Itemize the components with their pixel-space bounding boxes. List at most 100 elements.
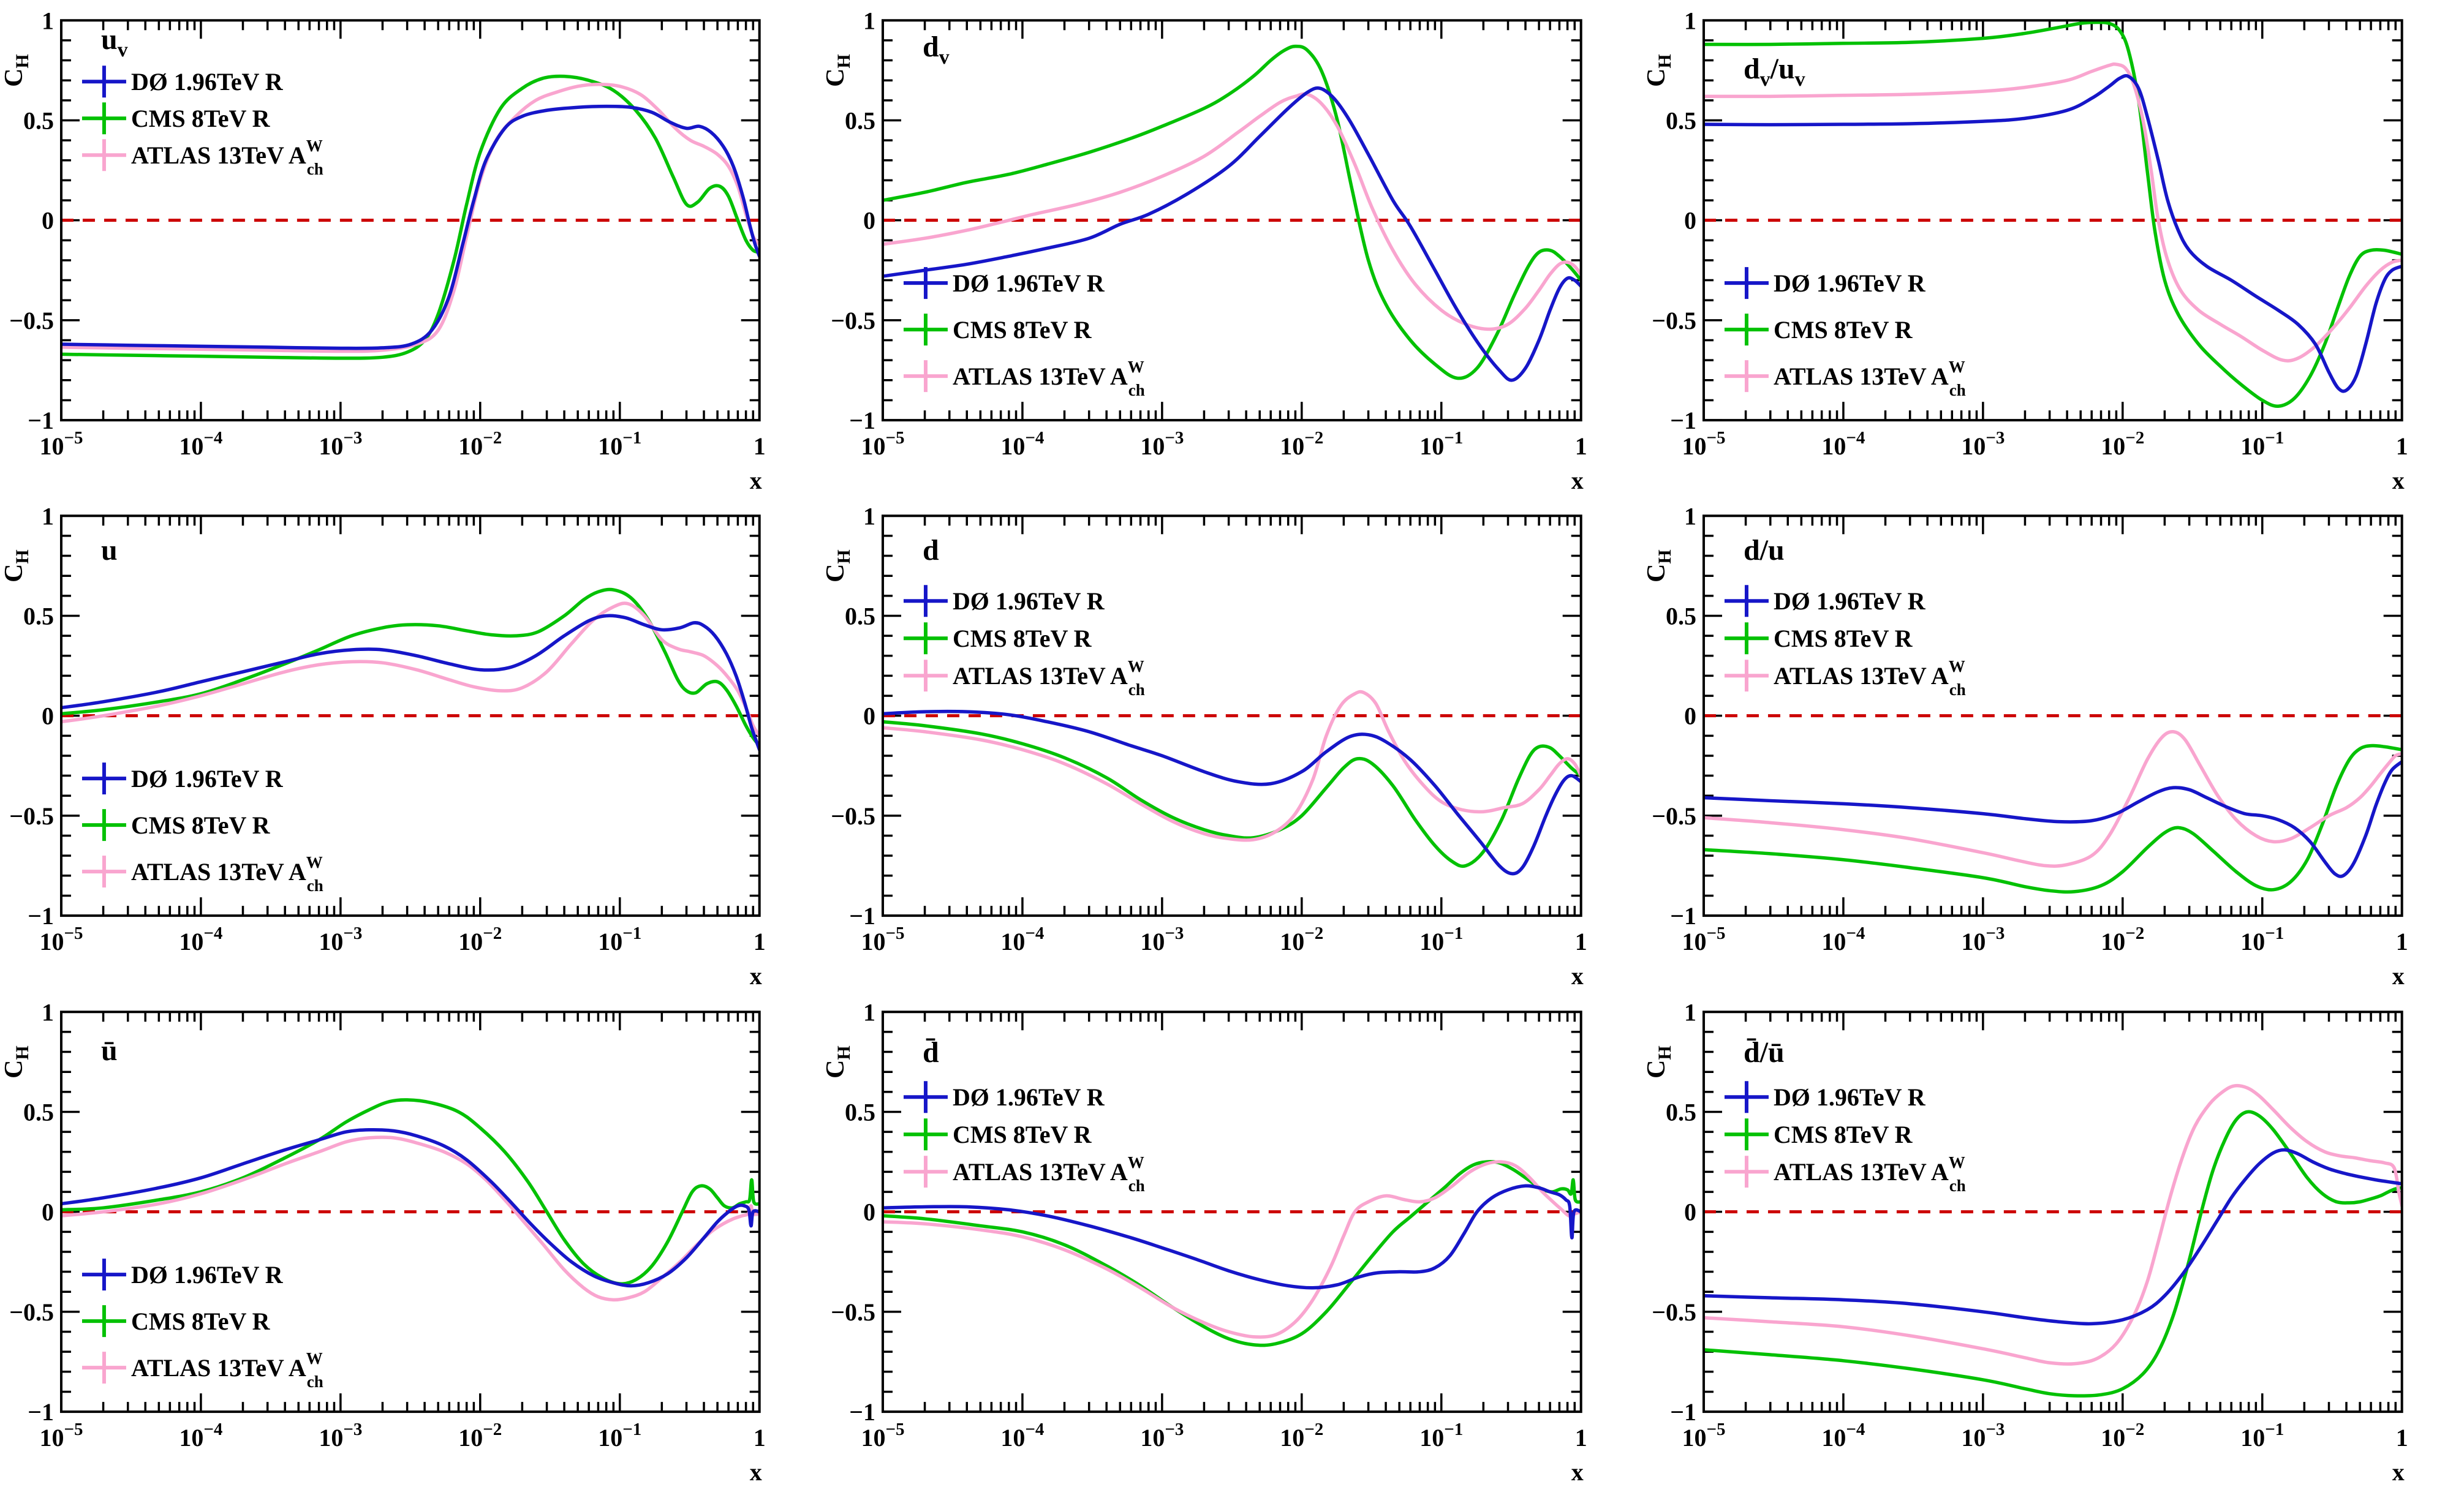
svg-text:0: 0 xyxy=(42,702,54,730)
legend-item-atlas: ATLAS 13TeV AW ch xyxy=(81,137,323,178)
x-axis-labels: 10−5 10−4 10−3 10−2 10−1 1 xyxy=(1682,1420,2408,1451)
svg-text:10−2: 10−2 xyxy=(1280,924,1323,955)
svg-text:−0.5: −0.5 xyxy=(1652,802,1697,830)
svg-text:0.5: 0.5 xyxy=(23,107,54,134)
chart-svg-7: 10−5 10−4 10−3 10−2 10−1 1 x −1 −0.5 0 0.5 1 CH ū DØ 1… xyxy=(0,998,766,1486)
svg-text:−0.5: −0.5 xyxy=(1652,307,1697,334)
svg-text:0.5: 0.5 xyxy=(23,1098,54,1126)
svg-text:10−3: 10−3 xyxy=(319,1420,362,1451)
svg-text:0: 0 xyxy=(1684,1198,1696,1225)
svg-text:−0.5: −0.5 xyxy=(1652,1298,1697,1326)
legend-item-cms: CMS 8TeV R xyxy=(903,314,1092,346)
svg-text:0: 0 xyxy=(42,1198,54,1225)
legend-label-atlas: ATLAS 13TeV AW ch xyxy=(953,658,1145,699)
legend-item-atlas: ATLAS 13TeV AW ch xyxy=(1725,1153,1966,1195)
svg-text:1: 1 xyxy=(42,998,54,1026)
chart-svg-6: 10−5 10−4 10−3 10−2 10−1 1 x −1 −0.5 0 0.5 1 CH d/u DØ… xyxy=(1642,503,2408,990)
curve-atlas xyxy=(882,92,1581,331)
svg-text:1: 1 xyxy=(1684,7,1696,34)
x-axis-labels: 10−5 10−4 10−3 10−2 10−1 1 xyxy=(1682,428,2408,460)
svg-text:10−4: 10−4 xyxy=(1822,924,1865,955)
curve-atlas xyxy=(882,690,1581,842)
curve-d0 xyxy=(882,86,1581,382)
legend-marker-atlas xyxy=(903,1155,948,1188)
svg-text:−1: −1 xyxy=(1671,1398,1697,1426)
x-axis-title: x xyxy=(750,962,762,990)
svg-text:−1: −1 xyxy=(1671,407,1697,434)
svg-text:0: 0 xyxy=(1684,207,1696,235)
svg-text:0: 0 xyxy=(863,1198,875,1225)
legend-item-cms: CMS 8TeV R xyxy=(1725,314,1913,346)
svg-text:10−1: 10−1 xyxy=(598,428,641,460)
svg-text:1: 1 xyxy=(42,503,54,530)
chart-svg-8: 10−5 10−4 10−3 10−2 10−1 1 x −1 −0.5 0 0.5 1 CH d̄ DØ … xyxy=(822,998,1587,1486)
x-axis-labels: 10−5 10−4 10−3 10−2 10−1 1 xyxy=(39,924,765,955)
legend-marker-cms xyxy=(903,1118,948,1150)
chart-svg-4: 10−5 10−4 10−3 10−2 10−1 1 x −1 −0.5 0 0.5 1 CH u DØ 1… xyxy=(0,503,766,990)
curve-atlas xyxy=(61,601,760,738)
legend-marker-atlas xyxy=(903,360,948,393)
legend-label-d0: DØ 1.96TeV R xyxy=(1774,269,1926,297)
svg-text:10−2: 10−2 xyxy=(2101,428,2145,460)
svg-text:10−3: 10−3 xyxy=(319,924,362,955)
y-axis-labels: −1 −0.5 0 0.5 1 xyxy=(1652,7,1697,434)
svg-text:10−4: 10−4 xyxy=(1000,924,1044,955)
x-axis-title: x xyxy=(1571,962,1583,990)
legend-label-cms: CMS 8TeV R xyxy=(1774,1121,1913,1148)
svg-text:1: 1 xyxy=(1574,1424,1587,1451)
legend-marker-d0 xyxy=(81,66,126,98)
y-axis-labels: −1 −0.5 0 0.5 1 xyxy=(831,7,875,434)
panel-title: uv​ xyxy=(101,23,128,61)
plot-frame xyxy=(1703,1010,2403,1413)
legend-label-d0: DØ 1.96TeV R xyxy=(131,68,284,96)
svg-text:1: 1 xyxy=(1574,928,1587,955)
plot-frame xyxy=(881,514,1582,917)
legend-label-d0: DØ 1.96TeV R xyxy=(131,765,284,792)
y-axis-title: CH xyxy=(0,54,32,87)
legend-item-cms: CMS 8TeV R xyxy=(1725,622,1913,655)
svg-text:10−2: 10−2 xyxy=(1280,1420,1323,1451)
svg-text:−0.5: −0.5 xyxy=(9,1298,54,1326)
legend-marker-d0 xyxy=(903,585,948,617)
x-axis-title: x xyxy=(2392,1458,2405,1486)
panel-1: 10−510−410−310−210−11x−1−0.500.51CHuv​DØ… xyxy=(0,0,822,495)
curve-cms xyxy=(61,588,760,748)
legend-marker-atlas xyxy=(1725,1155,1769,1188)
legend-label-atlas: ATLAS 13TeV AW ch xyxy=(1774,1153,1966,1195)
legend-marker-d0 xyxy=(81,1258,126,1290)
panel-title: ū xyxy=(101,1034,118,1067)
panel-title: d̄ xyxy=(923,1036,939,1069)
svg-text:0: 0 xyxy=(863,207,875,235)
svg-text:10−3: 10−3 xyxy=(1140,924,1184,955)
legend-label-d0: DØ 1.96TeV R xyxy=(953,588,1105,616)
svg-text:−0.5: −0.5 xyxy=(831,802,875,830)
legend-marker-cms xyxy=(1725,314,1769,346)
curve-d0 xyxy=(61,614,760,752)
legend-marker-cms xyxy=(903,314,948,346)
legend-label-atlas: ATLAS 13TeV AW ch xyxy=(131,853,323,895)
svg-text:−1: −1 xyxy=(849,1398,875,1426)
curve-d0 xyxy=(1704,73,2402,393)
svg-text:10−3: 10−3 xyxy=(1140,1420,1184,1451)
plot-frame xyxy=(59,19,761,422)
panel-title: dv​ xyxy=(923,31,950,69)
y-axis-title: CH xyxy=(822,550,854,583)
svg-text:10−2: 10−2 xyxy=(2101,1420,2145,1451)
svg-text:10−3: 10−3 xyxy=(1962,1420,2005,1451)
legend: DØ 1.96TeV R CMS 8TeV R ATLAS 13TeV AW ch xyxy=(1725,267,1966,399)
svg-text:1: 1 xyxy=(1684,503,1696,530)
legend-marker-cms xyxy=(81,102,126,135)
x-axis-title: x xyxy=(2392,962,2405,990)
curve-atlas xyxy=(61,1135,760,1301)
svg-text:0: 0 xyxy=(1684,702,1696,730)
curve-cms xyxy=(882,1159,1581,1347)
svg-text:10−4: 10−4 xyxy=(1000,1420,1044,1451)
x-axis-title: x xyxy=(750,1458,762,1486)
legend-marker-d0 xyxy=(903,1080,948,1113)
curve-cms xyxy=(1704,20,2402,408)
curve-d0 xyxy=(61,1127,760,1287)
x-axis-labels: 10−5 10−4 10−3 10−2 10−1 1 xyxy=(861,1420,1587,1451)
legend-item-cms: CMS 8TeV R xyxy=(903,1118,1092,1150)
legend-marker-d0 xyxy=(1725,267,1769,299)
legend: DØ 1.96TeV R CMS 8TeV R ATLAS 13TeV AW ch xyxy=(1725,1080,1966,1195)
